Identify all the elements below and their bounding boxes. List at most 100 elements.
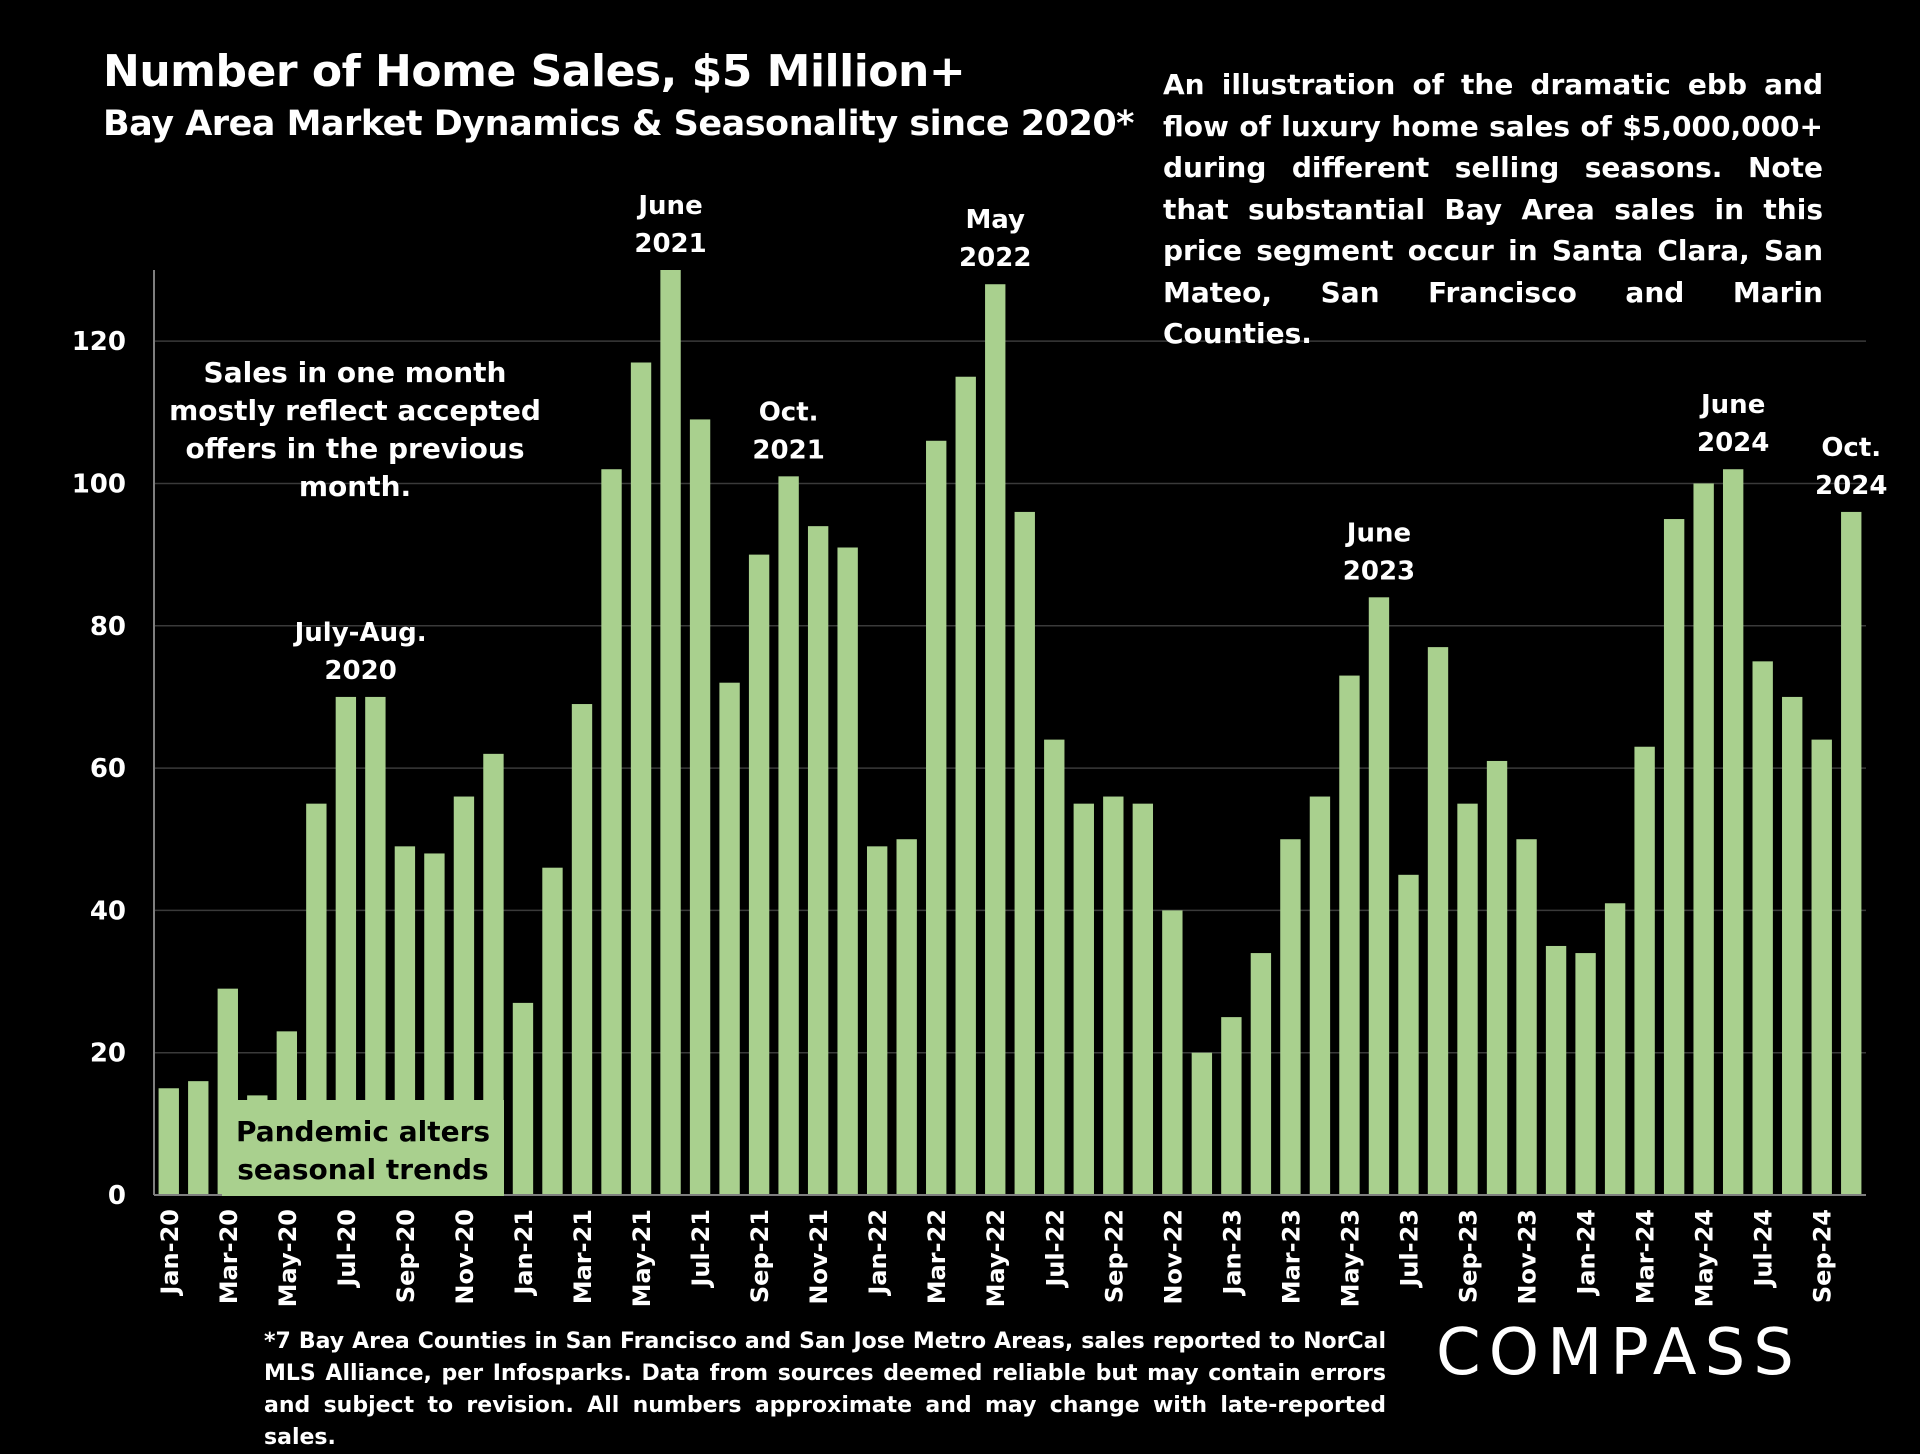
bar-jan-21 (512, 1002, 534, 1195)
bar-sep-24 (1811, 739, 1832, 1195)
x-tick-label: Jul-21 (687, 1209, 715, 1289)
bar-may-24 (1693, 483, 1714, 1195)
x-tick-label: Mar-22 (923, 1209, 951, 1304)
x-tick-label: Sep-24 (1809, 1209, 1837, 1303)
x-tick-label: Mar-23 (1277, 1209, 1305, 1304)
annotation-line: 2021 (752, 435, 824, 465)
annotation-line: June (1345, 518, 1411, 548)
annotation-jun-24: June 2024 (1697, 390, 1769, 458)
bar-feb-21 (542, 867, 563, 1195)
annotation-line: May (965, 205, 1025, 235)
bar-feb-24 (1604, 903, 1626, 1195)
bar-jun-23 (1368, 597, 1390, 1195)
x-axis-ticks: Jan-20 Mar-20 May-20 Jul-20 Sep-20 Nov-20 Jan-… (156, 1209, 1837, 1307)
bar-jul-24 (1752, 661, 1773, 1195)
annotation-line: Oct. (759, 397, 819, 427)
pandemic-callout: Pandemic alters seasonal trends (222, 1100, 504, 1196)
bar-jan-22 (866, 846, 888, 1195)
annotation-line: 2024 (1697, 428, 1769, 458)
bar-jan-23 (1221, 1017, 1242, 1195)
y-tick-label: 0 (108, 1181, 126, 1211)
y-tick-label: 100 (72, 469, 126, 499)
y-tick-label: 60 (90, 754, 126, 784)
annotation-line: June (636, 191, 702, 221)
bar-feb-22 (896, 839, 917, 1195)
x-tick-label: Mar-24 (1632, 1209, 1660, 1304)
annotation-line: 2020 (324, 656, 396, 686)
x-tick-label: Jul-23 (1395, 1209, 1423, 1289)
x-tick-label: Jan-20 (156, 1209, 184, 1297)
bar-sep-21 (748, 554, 770, 1195)
y-tick-label: 80 (90, 612, 126, 642)
y-tick-label: 20 (90, 1039, 126, 1069)
x-tick-label: May-24 (1691, 1209, 1719, 1307)
annotation-jun-21: June 2021 (634, 191, 706, 259)
x-tick-label: Mar-21 (569, 1209, 597, 1304)
bar-dec-20 (483, 753, 504, 1195)
bar-dec-22 (1191, 1052, 1213, 1195)
bar-may-21 (630, 362, 652, 1195)
annotation-line: 2023 (1343, 556, 1415, 586)
bar-mar-24 (1634, 746, 1655, 1195)
x-tick-label: Nov-21 (805, 1209, 833, 1305)
bar-aug-20 (365, 696, 386, 1195)
peak-annotations: July-Aug. 2020 June 2021 Oct. 2021 May 2022 June… (293, 191, 1888, 686)
annotation-oct-24: Oct. 2024 (1815, 433, 1887, 501)
x-tick-label: Nov-20 (451, 1209, 479, 1305)
x-tick-label: Sep-22 (1100, 1209, 1128, 1303)
x-tick-label: May-20 (274, 1209, 302, 1307)
x-tick-label: Jul-20 (333, 1209, 361, 1289)
bar-feb-23 (1250, 953, 1272, 1195)
description-text: An illustration of the dramatic ebb and … (1163, 68, 1823, 350)
x-tick-label: Nov-23 (1514, 1209, 1542, 1305)
bar-nov-23 (1516, 839, 1537, 1195)
annotation-line: 2024 (1815, 471, 1887, 501)
bar-jul-23 (1398, 874, 1419, 1195)
chart-title: Number of Home Sales, $5 Million+ (103, 46, 966, 97)
bar-sep-23 (1457, 803, 1478, 1195)
chart-subtitle: Bay Area Market Dynamics & Seasonality s… (103, 104, 1134, 144)
x-tick-label: Jan-22 (864, 1209, 892, 1297)
bar-aug-23 (1427, 647, 1449, 1195)
annotation-line: 2021 (634, 229, 706, 259)
annotation-line: June (1699, 390, 1765, 420)
annotation-jul-20: July-Aug. 2020 (293, 618, 427, 686)
bar-mar-23 (1280, 839, 1301, 1195)
annotation-oct-21: Oct. 2021 (752, 397, 824, 465)
annotation-may-22: May 2022 (959, 205, 1031, 273)
bar-jul-22 (1044, 739, 1065, 1195)
annotation-line: Oct. (1821, 433, 1881, 463)
x-tick-label: Sep-23 (1455, 1209, 1483, 1303)
bar-nov-20 (453, 796, 475, 1195)
bar-jun-21 (660, 270, 681, 1195)
bar-feb-20 (188, 1081, 209, 1195)
x-tick-label: Jan-21 (510, 1209, 538, 1297)
y-tick-label: 120 (72, 327, 126, 357)
x-tick-label: Sep-20 (392, 1209, 420, 1303)
bar-dec-23 (1545, 945, 1567, 1195)
bar-aug-24 (1782, 696, 1803, 1195)
x-tick-label: May-21 (628, 1209, 656, 1307)
bar-oct-23 (1486, 760, 1508, 1195)
bar-may-22 (985, 284, 1006, 1195)
x-tick-label: Jan-24 (1573, 1209, 1601, 1297)
bar-jul-20 (335, 696, 357, 1195)
bar-jul-21 (689, 419, 711, 1195)
bar-nov-22 (1162, 910, 1183, 1195)
bar-jan-24 (1575, 953, 1596, 1195)
bar-aug-22 (1073, 803, 1094, 1195)
x-tick-label: May-22 (982, 1209, 1010, 1307)
footnote: *7 Bay Area Counties in San Francisco an… (264, 1329, 1386, 1450)
y-tick-label: 40 (90, 896, 126, 926)
bar-jun-22 (1014, 511, 1035, 1195)
bar-oct-21 (778, 476, 799, 1195)
x-tick-label: Jan-23 (1218, 1209, 1246, 1297)
x-tick-label: Nov-22 (1159, 1209, 1187, 1305)
annotation-jun-23: June 2023 (1343, 518, 1415, 586)
bar-apr-24 (1663, 519, 1685, 1195)
x-tick-label: Sep-21 (746, 1209, 774, 1303)
bar-apr-21 (601, 469, 622, 1195)
bar-jun-24 (1722, 469, 1744, 1195)
bar-apr-23 (1309, 796, 1331, 1195)
